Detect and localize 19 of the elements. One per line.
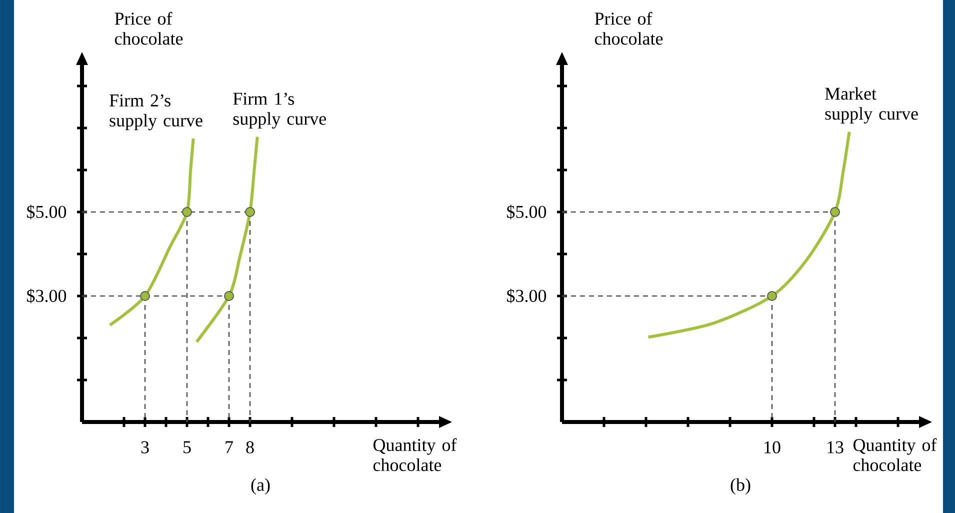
y-tick-label: $3.00	[507, 288, 546, 304]
series-label: Firm 1’s supply curve	[233, 92, 326, 129]
series-label: Firm 2’s supply curve	[110, 94, 202, 130]
x-tick-label: 13	[828, 441, 844, 454]
y-axis-title: Price of chocolate	[114, 12, 183, 45]
y-tick-label: $5.00	[507, 204, 546, 220]
x-tick-label: 3	[141, 441, 149, 454]
x-axis-title: Quantity of chocolate	[853, 438, 937, 472]
x-tick-label: 7	[226, 441, 233, 454]
x-tick-label: 5	[184, 441, 191, 454]
text: (a)	[251, 478, 270, 495]
y-tick-label: $5.00	[27, 204, 66, 220]
x-tick-label: 8	[246, 441, 254, 454]
y-tick-label: $3.00	[27, 288, 66, 304]
series-label: Market supply curve	[825, 87, 918, 124]
x-axis-title: Quantity of chocolate	[373, 438, 457, 472]
y-axis-title: Price of chocolate	[594, 12, 663, 45]
text: (b)	[730, 478, 750, 495]
x-tick-label: 10	[764, 441, 780, 454]
